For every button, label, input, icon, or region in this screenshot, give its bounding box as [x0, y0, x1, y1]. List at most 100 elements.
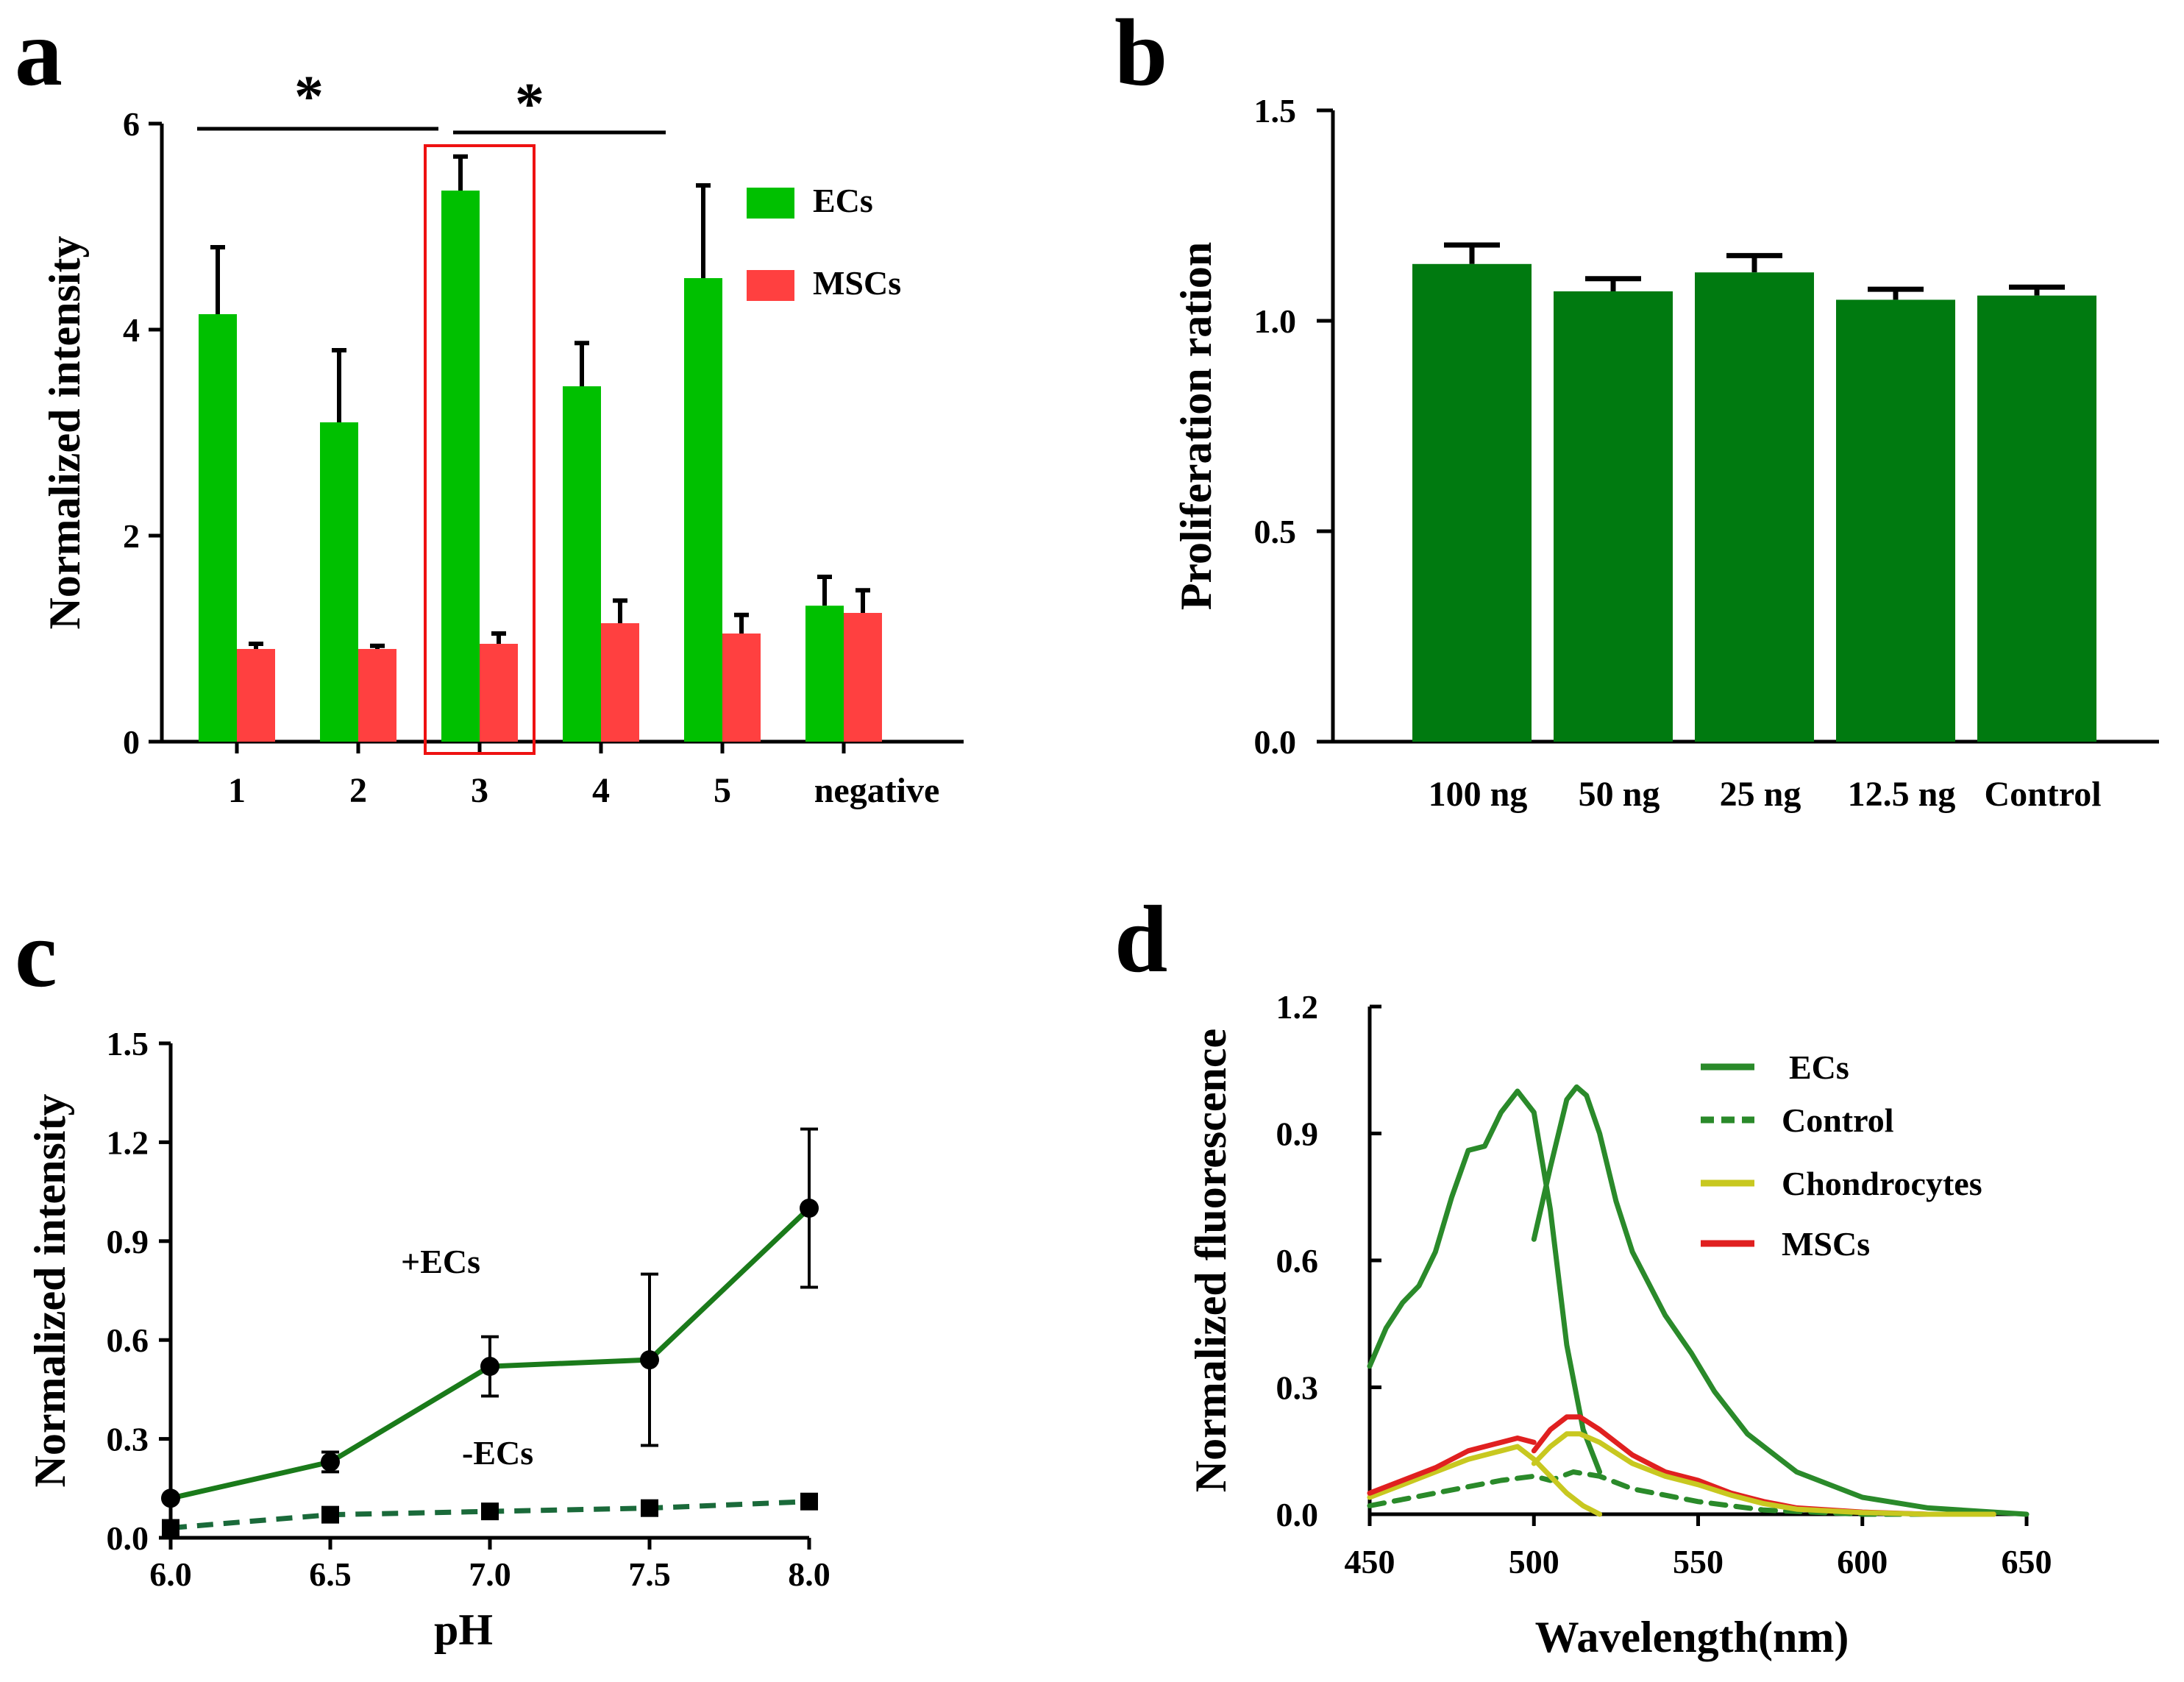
a-x-tick-label: negative: [814, 771, 940, 810]
a-bar-mscs: [722, 634, 761, 742]
a-legend-label: MSCs: [813, 264, 901, 302]
plus-ecs-label: +ECs: [401, 1243, 480, 1280]
panel-letter-b: b: [1114, 0, 1167, 106]
d-y-tick-label: 1.2: [1276, 988, 1319, 1026]
d-x-axis-title: Wavelength(nm): [1535, 1613, 1849, 1661]
b-y-axis-title: Proliferation ration: [1172, 242, 1220, 610]
d-x-tick-label: 650: [2002, 1543, 2052, 1580]
a-y-tick-label: 0: [123, 723, 140, 761]
c-point-minus-ecs: [641, 1499, 658, 1517]
d-legend-label: Control: [1782, 1101, 1894, 1139]
a-y-tick-label: 2: [123, 517, 140, 555]
d-series-chondrocytes: [1367, 1444, 1603, 1517]
c-point-plus-ecs: [161, 1488, 180, 1508]
b-y-tick-label: 0.5: [1254, 513, 1297, 550]
c-y-tick-label: 0.0: [107, 1519, 149, 1557]
c-point-plus-ecs: [321, 1452, 340, 1472]
d-y-tick-label: 0.6: [1276, 1242, 1319, 1280]
a-bar-mscs: [601, 623, 639, 742]
a-bar-mscs: [237, 649, 275, 742]
d-y-tick-label: 0.3: [1276, 1369, 1319, 1407]
d-series-chondrocytes: [1531, 1431, 1996, 1517]
a-significance-star: *: [294, 65, 324, 129]
c-point-minus-ecs: [800, 1492, 818, 1511]
c-x-tick-label: 8.0: [788, 1555, 830, 1593]
b-x-tick-label: 12.5 ng: [1848, 775, 1956, 814]
d-series-control: [1367, 1469, 1964, 1517]
a-legend-swatch-ecs: [747, 188, 794, 219]
d-x-tick-label: 550: [1673, 1543, 1724, 1580]
d-x-tick-label: 500: [1509, 1543, 1559, 1580]
a-highlight-box: [424, 144, 536, 755]
a-significance-star: *: [515, 72, 544, 137]
c-point-minus-ecs: [481, 1502, 499, 1521]
a-bar-ecs: [684, 278, 722, 742]
a-x-tick-label: 3: [471, 771, 488, 810]
d-legend-label: ECs: [1789, 1048, 1849, 1086]
a-y-tick-label: 6: [123, 105, 140, 143]
a-x-tick-label: 5: [714, 771, 731, 810]
d-series-ecs: [1367, 1088, 1603, 1475]
d-series-mscs: [1531, 1414, 1996, 1517]
a-bar-mscs: [844, 613, 882, 742]
b-y-tick-label: 1.5: [1254, 92, 1297, 129]
c-point-minus-ecs: [321, 1505, 339, 1524]
b-x-tick-label: 50 ng: [1579, 775, 1660, 814]
c-point-minus-ecs: [162, 1519, 179, 1537]
a-bar-mscs: [480, 644, 518, 742]
a-legend-swatch-mscs: [747, 270, 794, 301]
c-x-tick-label: 7.5: [628, 1555, 671, 1593]
a-bar-ecs: [320, 422, 358, 742]
panel-letter-d: d: [1114, 887, 1167, 993]
c-point-plus-ecs: [800, 1199, 819, 1218]
d-legend-label: MSCs: [1782, 1225, 1870, 1263]
c-y-tick-label: 0.9: [107, 1223, 149, 1260]
a-x-tick-label: 4: [592, 771, 610, 810]
b-bar: [1977, 295, 2096, 742]
a-bar-ecs: [441, 191, 480, 742]
c-x-tick-label: 6.0: [149, 1555, 192, 1593]
c-x-axis-title: pH: [434, 1605, 493, 1654]
d-y-axis-title: Normalized fluorescence: [1187, 1029, 1235, 1492]
panel-a-bar-chart: 0 2 4 6 Normalized intensity 1 2 3 4 5 negative * * E…: [40, 65, 964, 810]
c-x-tick-label: 6.5: [309, 1555, 352, 1593]
a-legend-label: ECs: [813, 182, 873, 219]
b-bar: [1412, 263, 1532, 742]
d-legend-label: Chondrocytes: [1782, 1165, 1982, 1202]
a-bar-ecs: [563, 386, 601, 742]
b-bar: [1554, 291, 1673, 742]
d-y-tick-label: 0.9: [1276, 1115, 1319, 1153]
panel-c-line-chart: +ECs -ECs 0.0 0.3 0.6 0.9 1.2 1.5 6.0 6.5 7.0 7.5…: [26, 1025, 830, 1654]
panel-letter-c: c: [15, 901, 57, 1007]
a-y-axis-title: Normalized intensity: [40, 236, 89, 630]
panel-b-bar-chart: 0.0 0.5 1.0 1.5 Proliferation ration 100 ng 50…: [1172, 92, 2159, 814]
d-y-tick-label: 0.0: [1276, 1496, 1319, 1533]
a-x-tick-label: 2: [349, 771, 367, 810]
c-y-tick-label: 1.2: [107, 1124, 149, 1161]
b-y-tick-label: 1.0: [1254, 302, 1297, 340]
b-x-tick-label: Control: [1984, 775, 2101, 814]
b-bar: [1836, 299, 1955, 742]
panel-letter-a: a: [15, 0, 63, 106]
minus-ecs-label: -ECs: [462, 1434, 533, 1472]
d-series-ecs: [1531, 1084, 2030, 1517]
b-x-tick-label: 25 ng: [1720, 775, 1801, 814]
a-y-tick-label: 4: [123, 311, 140, 349]
c-point-plus-ecs: [640, 1350, 659, 1370]
b-x-tick-label: 100 ng: [1429, 775, 1528, 814]
c-y-tick-label: 1.5: [107, 1025, 149, 1062]
b-y-tick-label: 0.0: [1254, 723, 1297, 761]
c-y-tick-label: 0.3: [107, 1421, 149, 1458]
c-y-tick-label: 0.6: [107, 1321, 149, 1359]
d-series-mscs: [1367, 1436, 1537, 1496]
c-point-plus-ecs: [480, 1357, 499, 1377]
c-y-axis-title: Normalized intensity: [26, 1094, 74, 1488]
a-bar-ecs: [199, 314, 237, 742]
a-x-tick-label: 1: [228, 771, 246, 810]
d-x-tick-label: 450: [1345, 1543, 1395, 1580]
a-bar-mscs: [358, 649, 396, 742]
a-bar-ecs: [805, 606, 844, 742]
panel-d-line-chart: 0.0 0.3 0.6 0.9 1.2 450 500 550 600 650 Wavelength…: [1187, 988, 2052, 1661]
c-x-tick-label: 7.0: [469, 1555, 511, 1593]
